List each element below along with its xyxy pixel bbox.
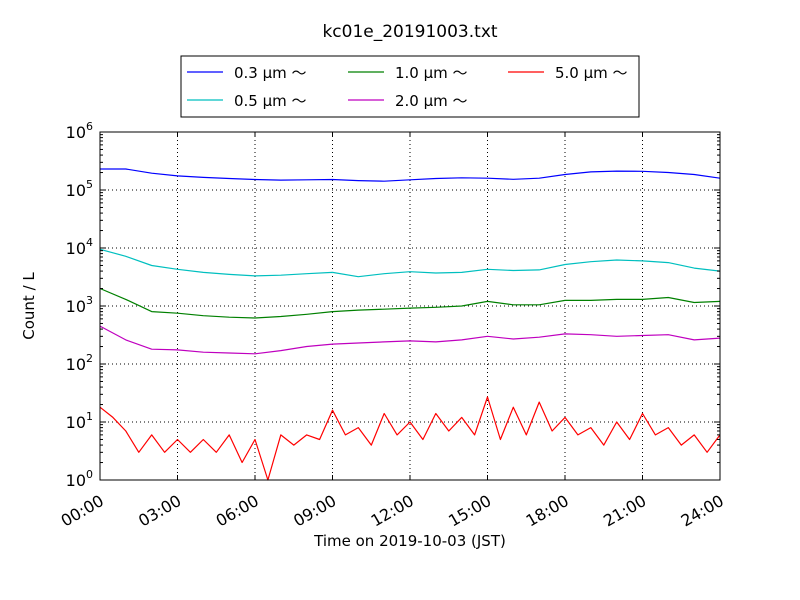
y-tick-exponent: 1 bbox=[86, 410, 93, 423]
legend-label-0: 0.3 μm ～ bbox=[234, 64, 307, 82]
x-tick-label: 03:00 bbox=[135, 491, 184, 531]
legend: 0.3 μm ～ 0.5 μm ～ 1.0 μm ～ 2.0 μm ～ 5.0 μm ～ bbox=[180, 55, 640, 118]
y-tick-exponent: 6 bbox=[86, 120, 93, 133]
y-tick-base: 10 bbox=[66, 413, 86, 432]
y-tick-base: 10 bbox=[66, 239, 86, 258]
y-tick-base: 10 bbox=[66, 123, 86, 142]
series-layer bbox=[99, 168, 721, 481]
series-line-3 bbox=[99, 325, 721, 355]
y-tick-exponent: 0 bbox=[86, 468, 93, 481]
legend-label-2: 1.0 μm ～ bbox=[395, 64, 468, 82]
x-tick-label: 15:00 bbox=[445, 491, 494, 531]
y-tick-label: 100 bbox=[66, 468, 93, 490]
chart-title: kc01e_20191003.txt bbox=[322, 22, 497, 42]
y-tick-base: 10 bbox=[66, 471, 86, 490]
series-line-2 bbox=[99, 287, 721, 319]
x-tick-label: 06:00 bbox=[213, 491, 262, 531]
y-tick-label: 103 bbox=[66, 294, 93, 316]
x-tick-labels: 00:00 03:00 06:00 09:00 12:00 15:00 18:00 21:00… bbox=[58, 491, 727, 531]
y-tick-label: 106 bbox=[66, 120, 93, 142]
x-tick-label: 09:00 bbox=[290, 491, 339, 531]
y-tick-base: 10 bbox=[66, 355, 86, 374]
y-tick-base: 10 bbox=[66, 181, 86, 200]
x-tick-label: 12:00 bbox=[368, 491, 417, 531]
ticks bbox=[99, 131, 721, 481]
x-tick-label: 24:00 bbox=[678, 491, 727, 531]
y-tick-label: 105 bbox=[66, 178, 93, 200]
y-tick-label: 102 bbox=[66, 352, 93, 374]
y-tick-exponent: 5 bbox=[86, 178, 93, 191]
legend-box bbox=[180, 55, 640, 118]
y-tick-exponent: 2 bbox=[86, 352, 93, 365]
x-tick-label: 21:00 bbox=[600, 491, 649, 531]
y-tick-exponent: 4 bbox=[86, 236, 93, 249]
y-tick-label: 101 bbox=[66, 410, 93, 432]
legend-label-1: 0.5 μm ～ bbox=[234, 92, 307, 110]
x-tick-label: 18:00 bbox=[523, 491, 572, 531]
y-axis-label: Count / L bbox=[20, 272, 38, 340]
y-tick-base: 10 bbox=[66, 297, 86, 316]
legend-label-3: 2.0 μm ～ bbox=[395, 92, 468, 110]
series-line-4 bbox=[99, 396, 721, 481]
series-line-0 bbox=[100, 168, 721, 182]
y-tick-label: 104 bbox=[66, 236, 93, 258]
y-tick-exponent: 3 bbox=[86, 294, 93, 307]
x-axis-label: Time on 2019-10-03 (JST) bbox=[313, 532, 506, 550]
grid bbox=[100, 132, 720, 480]
legend-label-4: 5.0 μm ～ bbox=[555, 64, 628, 82]
x-tick-label: 00:00 bbox=[58, 491, 107, 531]
series-line-1 bbox=[99, 248, 721, 278]
